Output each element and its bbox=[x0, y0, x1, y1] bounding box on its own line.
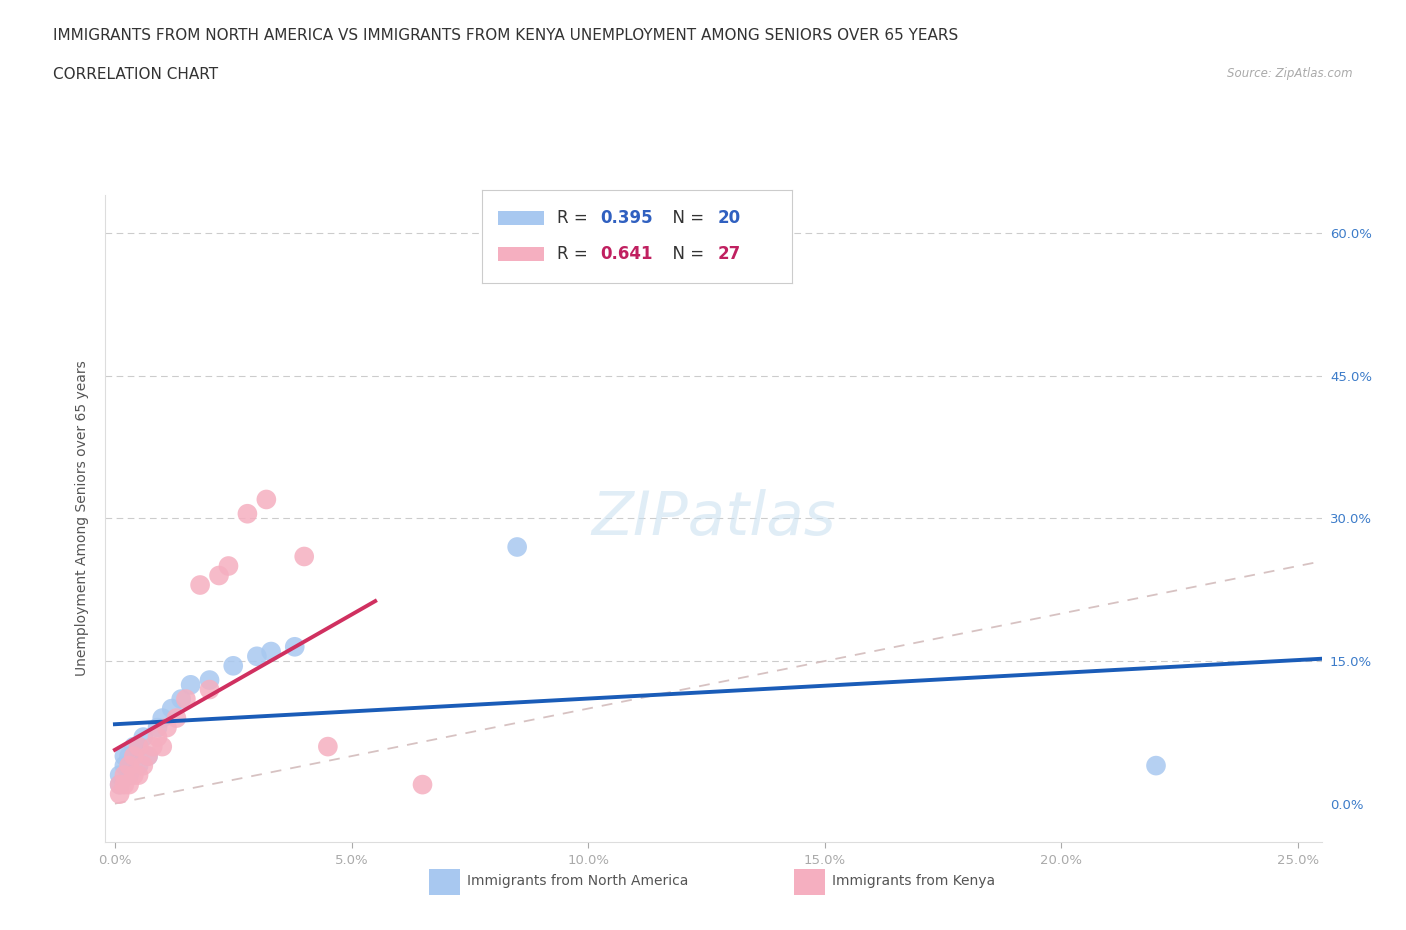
Point bbox=[112, 767, 135, 782]
Point bbox=[146, 730, 169, 745]
Text: Source: ZipAtlas.com: Source: ZipAtlas.com bbox=[1227, 67, 1353, 80]
Point bbox=[108, 787, 131, 802]
Point bbox=[128, 758, 150, 773]
Text: N =: N = bbox=[662, 209, 709, 227]
Text: 20: 20 bbox=[717, 209, 741, 227]
Point bbox=[146, 720, 169, 735]
Point bbox=[222, 658, 245, 673]
Point bbox=[1144, 758, 1167, 773]
Point bbox=[156, 720, 179, 735]
Point bbox=[128, 739, 150, 754]
Point bbox=[208, 568, 231, 583]
Point bbox=[122, 749, 145, 764]
Text: R =: R = bbox=[557, 246, 593, 263]
Point bbox=[150, 711, 173, 725]
Point bbox=[412, 777, 434, 792]
Text: IMMIGRANTS FROM NORTH AMERICA VS IMMIGRANTS FROM KENYA UNEMPLOYMENT AMONG SENIOR: IMMIGRANTS FROM NORTH AMERICA VS IMMIGRA… bbox=[53, 28, 959, 43]
Y-axis label: Unemployment Among Seniors over 65 years: Unemployment Among Seniors over 65 years bbox=[76, 361, 90, 676]
Point bbox=[316, 739, 339, 754]
Point bbox=[136, 749, 159, 764]
Point bbox=[118, 758, 141, 773]
Point bbox=[122, 767, 145, 782]
Point bbox=[136, 749, 159, 764]
Text: 0.641: 0.641 bbox=[600, 246, 652, 263]
Point bbox=[118, 777, 141, 792]
Point bbox=[246, 649, 269, 664]
Point bbox=[165, 711, 187, 725]
Point bbox=[254, 492, 277, 507]
Point bbox=[132, 730, 155, 745]
Text: Immigrants from Kenya: Immigrants from Kenya bbox=[832, 873, 995, 888]
Text: R =: R = bbox=[557, 209, 593, 227]
Point bbox=[198, 672, 221, 687]
Point bbox=[198, 682, 221, 697]
Text: N =: N = bbox=[662, 246, 709, 263]
Point bbox=[142, 739, 165, 754]
Point bbox=[132, 758, 155, 773]
Point bbox=[188, 578, 211, 592]
Point bbox=[118, 767, 141, 782]
Text: ZIPatlas: ZIPatlas bbox=[592, 489, 835, 548]
Point bbox=[284, 639, 307, 654]
Text: 27: 27 bbox=[717, 246, 741, 263]
Bar bbox=[498, 247, 544, 261]
Text: Immigrants from North America: Immigrants from North America bbox=[467, 873, 688, 888]
Bar bbox=[498, 211, 544, 225]
Point bbox=[180, 677, 202, 692]
Point bbox=[108, 777, 131, 792]
Point bbox=[260, 644, 283, 659]
Point bbox=[160, 701, 183, 716]
Point bbox=[108, 777, 131, 792]
Point bbox=[108, 767, 131, 782]
Point bbox=[112, 749, 135, 764]
Point bbox=[292, 549, 315, 564]
Point bbox=[128, 739, 150, 754]
Text: 0.395: 0.395 bbox=[600, 209, 652, 227]
Point bbox=[150, 739, 173, 754]
Point bbox=[112, 777, 135, 792]
Text: CORRELATION CHART: CORRELATION CHART bbox=[53, 67, 218, 82]
Point bbox=[506, 539, 529, 554]
Point bbox=[128, 767, 150, 782]
Point bbox=[218, 559, 240, 574]
Point bbox=[112, 758, 135, 773]
Point bbox=[174, 692, 197, 707]
Point bbox=[122, 739, 145, 754]
Point bbox=[170, 692, 193, 707]
Point bbox=[236, 506, 259, 521]
Point bbox=[118, 749, 141, 764]
